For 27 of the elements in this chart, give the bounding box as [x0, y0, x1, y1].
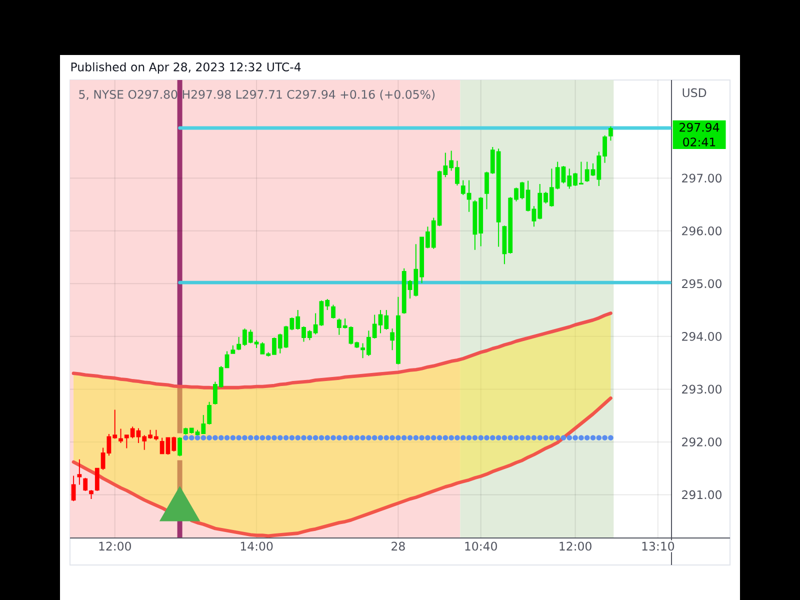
candlestick — [71, 475, 76, 502]
x-tick-label: 12:00 — [560, 542, 592, 551]
x-tick-label: 28 — [392, 542, 405, 551]
x-tick-label: 12:00 — [99, 542, 131, 551]
text: 02:41 — [683, 138, 716, 146]
candlestick — [608, 126, 613, 142]
text: 297.94 — [680, 122, 720, 132]
y-tick-label: 292.00 — [682, 438, 722, 446]
candlestick — [178, 436, 182, 457]
candlestick — [118, 428, 123, 444]
candlestick — [83, 477, 88, 492]
x-tick-label: 10:40 — [465, 542, 497, 551]
y-tick-label: 297.00 — [682, 174, 722, 183]
candlestick — [77, 458, 82, 486]
text: 5, NYSE O297.80 H297.98 L297.71 C297.94 +0.16 (+0.05%) — [79, 90, 435, 100]
x-tick-label: 13:10 — [642, 542, 674, 551]
y-tick-label: 295.00 — [682, 279, 722, 288]
y-tick-label: 296.00 — [682, 226, 722, 236]
text: Published on Apr 28, 2023 12:32 UTC-4 — [71, 62, 301, 74]
y-axis-title: USD — [682, 88, 706, 98]
y-tick-label: 294.00 — [682, 332, 722, 341]
candlestick — [331, 304, 336, 319]
candlestick — [230, 344, 236, 354]
y-tick-label: 291.00 — [682, 490, 722, 500]
candlestick — [89, 489, 94, 500]
y-tick-label: 293.00 — [682, 384, 722, 394]
x-tick-label: 14:00 — [240, 542, 273, 551]
